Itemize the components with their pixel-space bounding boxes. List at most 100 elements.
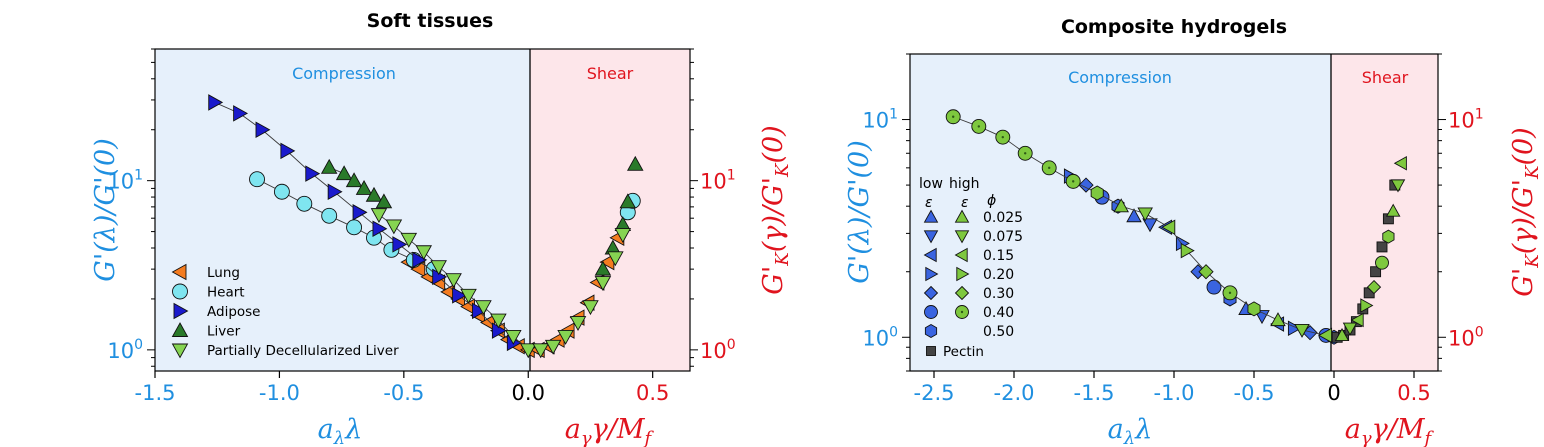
data-point [355,179,373,195]
y-tick-label-left: 101 [862,107,898,133]
data-point [490,313,507,329]
point-dot [1048,166,1051,170]
data-point [273,183,290,200]
x-ticks: -2.5 -2.0 -1.5 -1.0 -0.5 0 0.5 [914,371,1431,405]
data-point [1366,279,1382,295]
data-point [594,276,612,291]
data-point [372,220,388,237]
legend-marker-low [923,285,939,301]
data-point [626,155,644,171]
y-axis-label-left: G'(λ)/G'(0) [844,140,875,284]
data-point [1334,327,1350,342]
x-tick-label: -1.0 [259,381,300,405]
data-point [365,186,383,202]
data-point [1393,155,1407,171]
legend-marker-high [954,209,970,223]
data-point [1270,312,1286,327]
point-dot [977,125,980,128]
y-tick-label-right: 100 [700,337,736,363]
x-tick-label: -1.5 [1074,381,1115,405]
legend-marker-low [923,247,937,263]
x-ticks: -1.5 -1.0 -0.5 0.0 0.5 [135,371,669,405]
composite-hydrogels-panel: Composite hydrogels Compression Shear -2… [844,16,1543,447]
y-tick-label-right: 101 [700,168,736,194]
x-tick-label: -1.0 [1154,381,1195,405]
legend-high-header: high [949,176,980,192]
data-point [519,343,537,359]
shear-label: Shear [587,64,634,83]
legend-label: Partially Decellularized Liver [207,343,399,359]
data-point [582,300,599,316]
legend-label: Adipose [207,304,261,320]
x-tick-label: 0 [1327,381,1340,405]
legend-marker-low [924,323,938,339]
data-point [321,207,338,224]
data-point [544,339,562,355]
y-ticks: 100 100 101 101 [862,53,1484,372]
legend-marker-dot [960,310,964,314]
legend-label: Heart [207,285,245,301]
data-point [400,232,418,248]
legend-phi-value: 0.50 [983,324,1014,340]
data-point [475,300,492,316]
panel-title: Composite hydrogels [1061,16,1287,38]
data-point [1113,198,1129,213]
legend-eps-low: ε [925,195,933,211]
x-tick-label: 0.5 [1397,381,1430,405]
y-tick-label-right: 100 [1448,324,1484,350]
data-point [1247,301,1261,317]
data-point [619,193,637,209]
x-tick-label: -0.5 [383,381,424,405]
compression-label: Compression [1068,68,1172,87]
data-point [327,183,343,201]
data-point [445,273,462,289]
legend-marker-low [924,305,938,319]
data-point [1078,177,1094,193]
legend-phi-header: ϕ [987,193,996,209]
legend-phi-value: 0.15 [983,248,1014,264]
legend-marker-low [923,209,939,223]
legend-phi-value: 0.20 [983,267,1014,283]
data-point [320,158,338,174]
point-dot [1023,152,1027,155]
data-point [1142,218,1158,233]
data-point [1360,298,1374,313]
data-point [614,228,632,244]
legend-phi-value: 0.025 [983,210,1023,226]
data-point [233,105,249,122]
data-point [1090,185,1104,201]
data-point [346,219,363,236]
legend-low-header: low [919,176,943,192]
data-point [1180,242,1195,259]
x-axis-label-right: aγγ/Mf [565,414,655,447]
data-point [1385,203,1401,217]
soft-tissues-series [208,94,644,359]
point-dot [952,115,955,118]
data-point [452,287,468,304]
data-point [335,165,353,181]
data-point [280,142,296,160]
legend-marker-low [923,230,939,244]
legend-phi-value: 0.30 [983,286,1014,302]
x-tick-label: -2.5 [914,381,955,405]
data-point [1206,279,1222,295]
x-axis-label-left: aλλ [1108,414,1153,447]
y-tick-label-left: 100 [107,337,143,363]
data-point [1370,266,1382,278]
y-axis-label-right: G'K(γ)/G'K(0) [1508,127,1543,296]
data-point [1318,327,1333,344]
data-point [460,288,477,304]
y-tick-label-right: 101 [1448,107,1484,133]
legend-marker-high [954,285,970,301]
data-point [1375,255,1389,270]
soft-tissues-panel: Soft tissues Compression Shear -1.5 -1.0-… [90,10,793,447]
data-point [305,165,321,182]
point-dot [1072,180,1075,183]
data-point [415,245,433,261]
hydrogel-series [945,109,1407,345]
panel-title: Soft tissues [367,10,494,32]
data-point [505,330,522,345]
legend-marker-low [925,266,939,282]
data-point [594,260,612,276]
